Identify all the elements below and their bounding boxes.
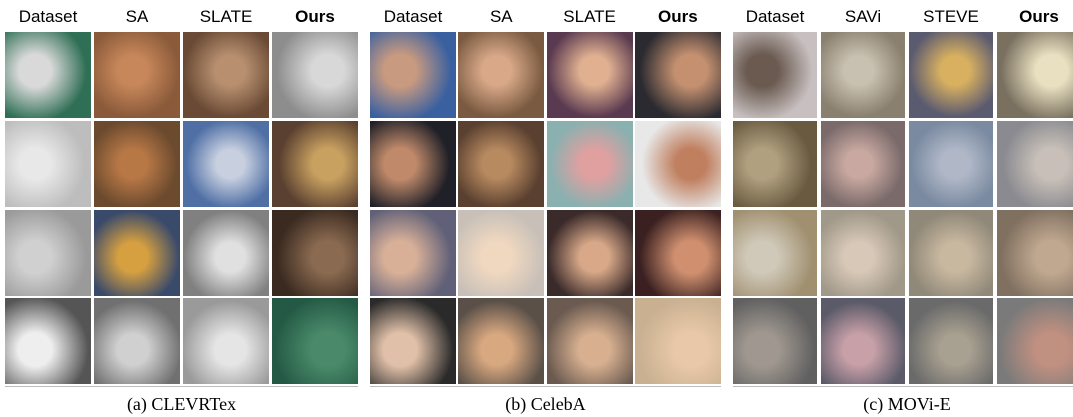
image-tile: [370, 298, 456, 384]
image-tile: [546, 121, 633, 207]
column-header: SLATE: [199, 7, 253, 26]
image-tile: [183, 121, 269, 207]
column-header: Ours: [658, 7, 698, 26]
image-tile: [458, 32, 545, 118]
image-tile: [733, 121, 817, 207]
column-header: Dataset: [18, 7, 78, 26]
image-tile: [634, 298, 721, 384]
column-header: STEVE: [923, 7, 979, 26]
image-tile: [370, 32, 456, 118]
image-tile: [458, 298, 545, 384]
image-tile: [94, 121, 180, 207]
image-tile: [272, 209, 358, 296]
image-tile: [5, 121, 91, 207]
image-tile: [909, 121, 993, 207]
column-header: SA: [125, 7, 149, 26]
image-tile: [5, 298, 91, 384]
image-tile: [94, 209, 180, 296]
image-tile: [634, 209, 721, 296]
panel-rule: [5, 386, 358, 387]
image-tile: [370, 121, 456, 207]
column-header: Dataset: [745, 7, 805, 26]
column-header: SAVi: [844, 7, 882, 26]
image-tile: [997, 209, 1073, 296]
image-tile: [458, 121, 545, 207]
image-tile: [183, 298, 269, 384]
image-tile: [546, 209, 633, 296]
panel-rule: [733, 386, 1073, 387]
panel-caption: (b) CelebA: [505, 394, 586, 414]
image-tile: [997, 32, 1073, 118]
image-tile: [909, 32, 993, 118]
image-tile: [733, 209, 817, 296]
image-tile: [546, 32, 633, 118]
image-tile: [183, 209, 269, 296]
image-tile: [634, 32, 721, 118]
column-header: Dataset: [383, 7, 443, 26]
panel-caption: (c) MOVi-E: [863, 394, 951, 414]
image-tile: [997, 298, 1073, 384]
image-tile: [94, 298, 180, 384]
image-tile: [272, 298, 358, 384]
image-tile: [546, 298, 633, 384]
image-tile: [370, 209, 456, 296]
panel-rule: [370, 386, 721, 387]
image-tile: [821, 298, 905, 384]
image-tile: [821, 121, 905, 207]
image-tile: [5, 32, 91, 118]
image-tile: [183, 32, 269, 118]
image-tile: [634, 121, 721, 207]
image-tile: [272, 32, 358, 118]
column-header: SLATE: [563, 7, 616, 26]
image-tile: [909, 209, 993, 296]
column-header: Ours: [295, 7, 335, 26]
image-tile: [272, 121, 358, 207]
image-tile: [458, 209, 545, 296]
image-tile: [94, 32, 180, 118]
image-tile: [733, 298, 817, 384]
image-tile: [733, 32, 817, 118]
image-tile: [5, 209, 91, 296]
image-tile: [821, 32, 905, 118]
column-header: Ours: [1019, 7, 1059, 26]
image-tile: [909, 298, 993, 384]
panel-caption: (a) CLEVRTex: [126, 394, 237, 414]
image-tile: [997, 121, 1073, 207]
column-header: SA: [489, 7, 513, 26]
image-tile: [821, 209, 905, 296]
